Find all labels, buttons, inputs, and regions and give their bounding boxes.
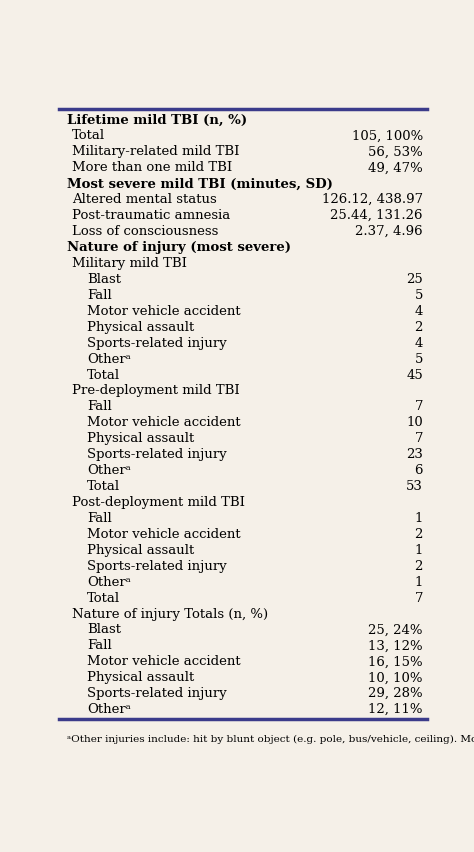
Text: Fall: Fall <box>87 400 111 413</box>
Text: Fall: Fall <box>87 289 111 302</box>
Text: 5: 5 <box>415 289 423 302</box>
Text: Sports-related injury: Sports-related injury <box>87 688 227 700</box>
Text: 56, 53%: 56, 53% <box>368 146 423 158</box>
Text: Motor vehicle accident: Motor vehicle accident <box>87 417 240 429</box>
Text: 7: 7 <box>414 591 423 605</box>
Text: 105, 100%: 105, 100% <box>352 130 423 142</box>
Text: Nature of injury Totals (n, %): Nature of injury Totals (n, %) <box>72 607 268 620</box>
Text: 4: 4 <box>415 305 423 318</box>
Text: Military-related mild TBI: Military-related mild TBI <box>72 146 240 158</box>
Text: Most severe mild TBI (minutes, SD): Most severe mild TBI (minutes, SD) <box>66 177 332 190</box>
Text: Physical assault: Physical assault <box>87 671 194 684</box>
Text: 2: 2 <box>415 560 423 573</box>
Text: Post-traumatic amnesia: Post-traumatic amnesia <box>72 209 230 222</box>
Text: Otherᵃ: Otherᵃ <box>87 576 130 589</box>
Text: Physical assault: Physical assault <box>87 432 194 446</box>
Text: 10, 10%: 10, 10% <box>368 671 423 684</box>
Text: 2: 2 <box>415 528 423 541</box>
Text: ᵃOther injuries include: hit by blunt object (e.g. pole, bus/vehicle, ceiling). : ᵃOther injuries include: hit by blunt ob… <box>66 735 474 745</box>
Text: 12, 11%: 12, 11% <box>368 703 423 717</box>
Text: Physical assault: Physical assault <box>87 320 194 334</box>
Text: 2: 2 <box>415 320 423 334</box>
Text: Sports-related injury: Sports-related injury <box>87 448 227 461</box>
Text: Blast: Blast <box>87 273 121 286</box>
Text: 45: 45 <box>406 369 423 382</box>
Text: More than one mild TBI: More than one mild TBI <box>72 161 232 175</box>
Text: 5: 5 <box>415 353 423 366</box>
Text: Sports-related injury: Sports-related injury <box>87 560 227 573</box>
Text: Loss of consciousness: Loss of consciousness <box>72 225 219 238</box>
Text: 10: 10 <box>406 417 423 429</box>
Text: 1: 1 <box>415 544 423 557</box>
Text: Fall: Fall <box>87 639 111 653</box>
Text: Pre-deployment mild TBI: Pre-deployment mild TBI <box>72 384 240 397</box>
Text: Physical assault: Physical assault <box>87 544 194 557</box>
Text: Otherᵃ: Otherᵃ <box>87 464 130 477</box>
Text: Total: Total <box>72 130 105 142</box>
Text: 23: 23 <box>406 448 423 461</box>
Text: 25: 25 <box>406 273 423 286</box>
Text: 4: 4 <box>415 337 423 349</box>
Text: Altered mental status: Altered mental status <box>72 193 217 206</box>
Text: 25.44, 131.26: 25.44, 131.26 <box>330 209 423 222</box>
Text: Motor vehicle accident: Motor vehicle accident <box>87 528 240 541</box>
Text: 1: 1 <box>415 512 423 525</box>
Text: 1: 1 <box>415 576 423 589</box>
Text: Blast: Blast <box>87 624 121 636</box>
Text: 29, 28%: 29, 28% <box>368 688 423 700</box>
Text: 53: 53 <box>406 480 423 493</box>
Text: Sports-related injury: Sports-related injury <box>87 337 227 349</box>
Text: 13, 12%: 13, 12% <box>368 639 423 653</box>
Text: Nature of injury (most severe): Nature of injury (most severe) <box>66 241 291 254</box>
Text: Total: Total <box>87 591 120 605</box>
Text: 2.37, 4.96: 2.37, 4.96 <box>356 225 423 238</box>
Text: Motor vehicle accident: Motor vehicle accident <box>87 655 240 668</box>
Text: Motor vehicle accident: Motor vehicle accident <box>87 305 240 318</box>
Text: 126.12, 438.97: 126.12, 438.97 <box>322 193 423 206</box>
Text: 7: 7 <box>414 400 423 413</box>
Text: Lifetime mild TBI (n, %): Lifetime mild TBI (n, %) <box>66 113 247 127</box>
Text: Total: Total <box>87 369 120 382</box>
Text: 49, 47%: 49, 47% <box>368 161 423 175</box>
Text: Total: Total <box>87 480 120 493</box>
Text: 25, 24%: 25, 24% <box>368 624 423 636</box>
Text: Otherᵃ: Otherᵃ <box>87 353 130 366</box>
Text: 7: 7 <box>414 432 423 446</box>
Text: 16, 15%: 16, 15% <box>368 655 423 668</box>
Text: Fall: Fall <box>87 512 111 525</box>
Text: Military mild TBI: Military mild TBI <box>72 257 187 270</box>
Text: Post-deployment mild TBI: Post-deployment mild TBI <box>72 496 245 509</box>
Text: 6: 6 <box>414 464 423 477</box>
Text: Otherᵃ: Otherᵃ <box>87 703 130 717</box>
